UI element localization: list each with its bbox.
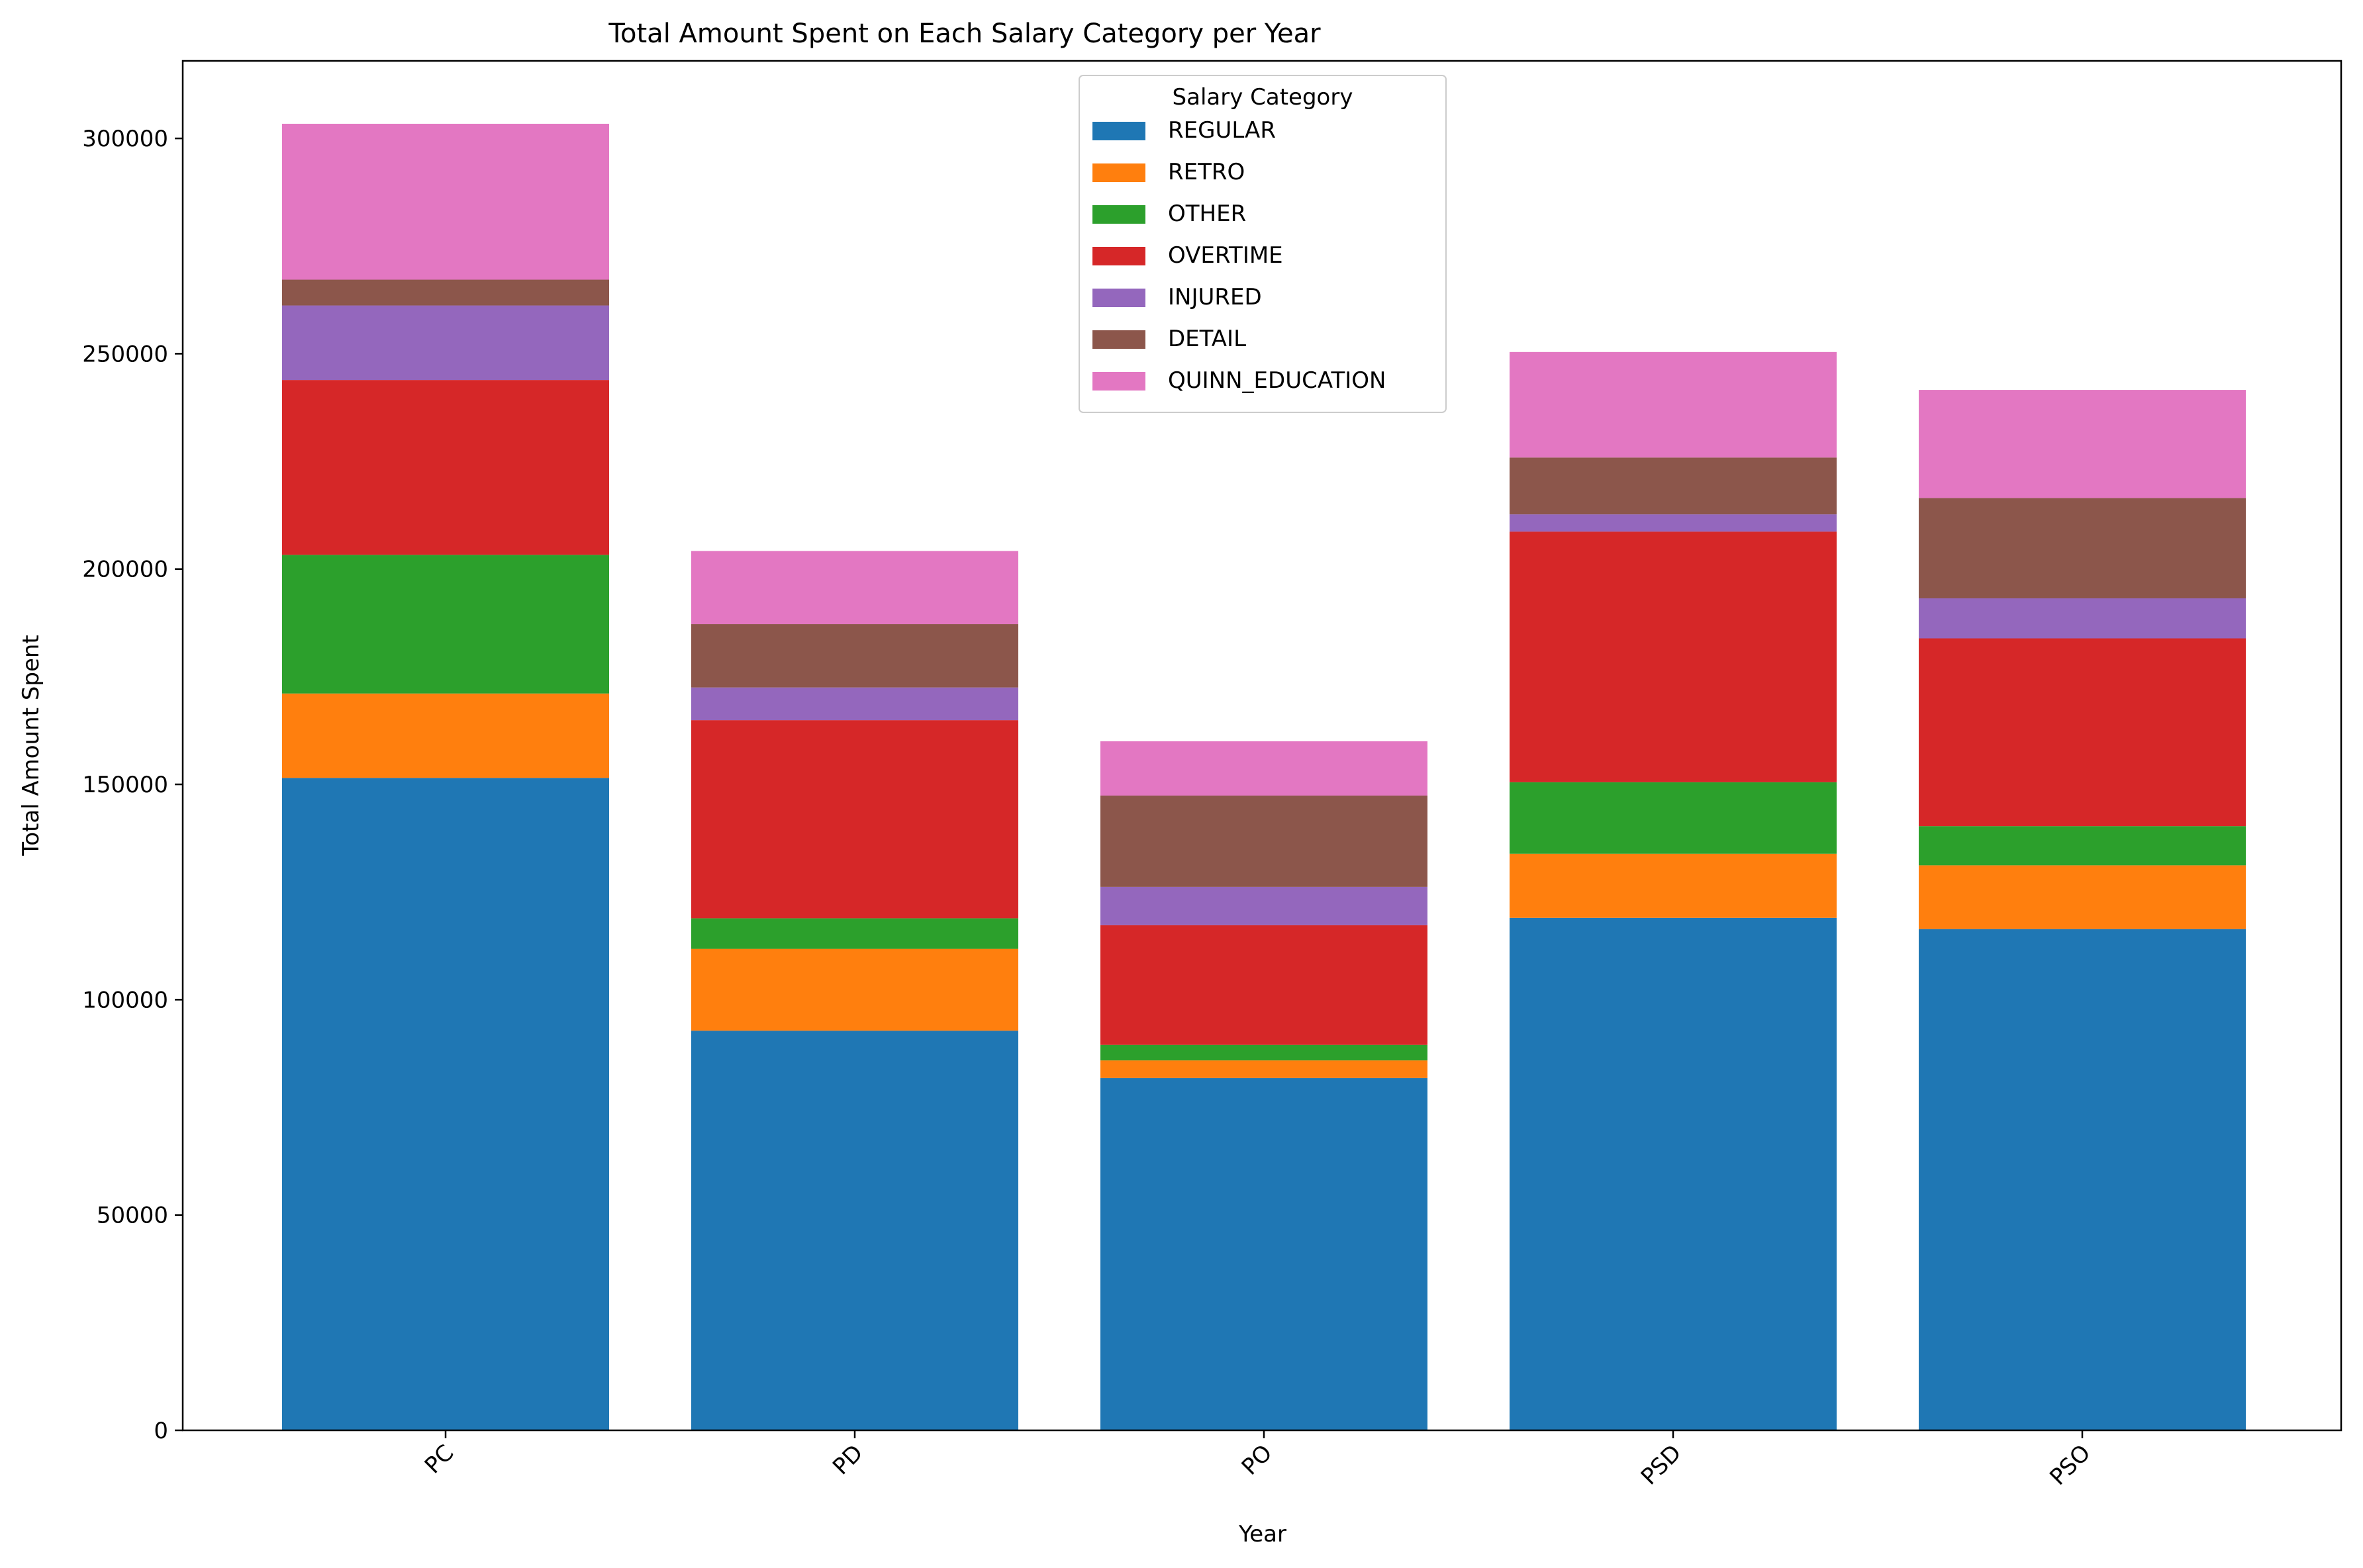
x-tick-label-po: PO (1237, 1440, 1278, 1481)
bar-pc-quinn-education (282, 123, 609, 280)
bar-pd-other (691, 918, 1018, 949)
y-tick-label: 0 (154, 1418, 168, 1444)
legend-label-quinn-education: QUINN_EDUCATION (1168, 367, 1386, 394)
y-tick-label: 100000 (82, 987, 168, 1013)
bar-psd-detail (1510, 457, 1837, 515)
legend-label-injured: INJURED (1168, 284, 1262, 310)
bar-pd-injured (691, 687, 1018, 721)
bar-pd-retro (691, 948, 1018, 1031)
y-axis-label: Total Amount Spent (18, 635, 44, 856)
bar-pso-quinn-education (1919, 390, 2246, 498)
bar-pso-overtime (1919, 638, 2246, 827)
x-axis-label: Year (1238, 1521, 1286, 1547)
legend-swatch-regular (1092, 122, 1145, 140)
bars-group (282, 123, 2246, 1430)
y-axis: 0 50000 100000 150000 200000 250000 300000 (82, 126, 183, 1444)
bar-pc-other (282, 555, 609, 694)
x-axis: PC PD PO PSD PSO (420, 1430, 2096, 1491)
x-tick-label-pso: PSO (2045, 1440, 2096, 1491)
legend-swatch-quinn-education (1092, 372, 1145, 391)
bar-pso-other (1919, 826, 2246, 866)
bar-pso-retro (1919, 865, 2246, 929)
legend-label-detail: DETAIL (1168, 326, 1246, 352)
chart-title: Total Amount Spent on Each Salary Catego… (608, 19, 1321, 49)
bar-pso-detail (1919, 498, 2246, 598)
bar-po-regular (1100, 1078, 1427, 1430)
legend: Salary Category REGULAR RETRO OTHER OVERTIME… (1079, 75, 1447, 413)
legend-swatch-detail (1092, 330, 1145, 349)
bar-pc-injured (282, 305, 609, 381)
bar-po-quinn-education (1100, 741, 1427, 796)
bar-psd-regular (1510, 917, 1837, 1430)
bar-psd-retro (1510, 853, 1837, 918)
y-tick-label: 200000 (82, 557, 168, 583)
bar-pd-detail (691, 624, 1018, 688)
bar-pd-regular (691, 1031, 1018, 1430)
x-tick-label-psd: PSD (1636, 1440, 1687, 1491)
y-tick-label: 300000 (82, 126, 168, 152)
legend-label-other: OTHER (1168, 201, 1246, 227)
bar-psd-other (1510, 782, 1837, 854)
y-tick-label: 50000 (97, 1203, 168, 1229)
legend-label-regular: REGULAR (1168, 117, 1276, 144)
bar-psd-overtime (1510, 531, 1837, 782)
bar-po-overtime (1100, 925, 1427, 1045)
bar-po-injured (1100, 886, 1427, 925)
legend-label-retro: RETRO (1168, 159, 1245, 185)
bar-pc-overtime (282, 380, 609, 555)
bar-po-retro (1100, 1060, 1427, 1078)
y-tick-label: 250000 (82, 341, 168, 367)
x-tick-label-pc: PC (420, 1440, 459, 1479)
y-tick-label: 150000 (82, 772, 168, 798)
bar-pso-regular (1919, 929, 2246, 1430)
bar-po-other (1100, 1044, 1427, 1061)
bar-pd-quinn-education (691, 551, 1018, 625)
legend-swatch-overtime (1092, 247, 1145, 265)
bar-pc-detail (282, 279, 609, 306)
legend-swatch-injured (1092, 289, 1145, 307)
bar-pd-overtime (691, 720, 1018, 919)
bar-po-detail (1100, 795, 1427, 887)
legend-label-overtime: OVERTIME (1168, 242, 1283, 269)
bar-pc-regular (282, 778, 609, 1430)
bar-pso-injured (1919, 598, 2246, 639)
bar-pc-retro (282, 693, 609, 778)
bar-psd-injured (1510, 514, 1837, 532)
legend-swatch-retro (1092, 163, 1145, 182)
legend-frame (1079, 75, 1447, 413)
legend-title: Salary Category (1173, 84, 1353, 111)
x-tick-label-pd: PD (828, 1440, 868, 1480)
plot-frame (181, 60, 2342, 1432)
legend-swatch-other (1092, 205, 1145, 224)
bar-psd-quinn-education (1510, 351, 1837, 458)
